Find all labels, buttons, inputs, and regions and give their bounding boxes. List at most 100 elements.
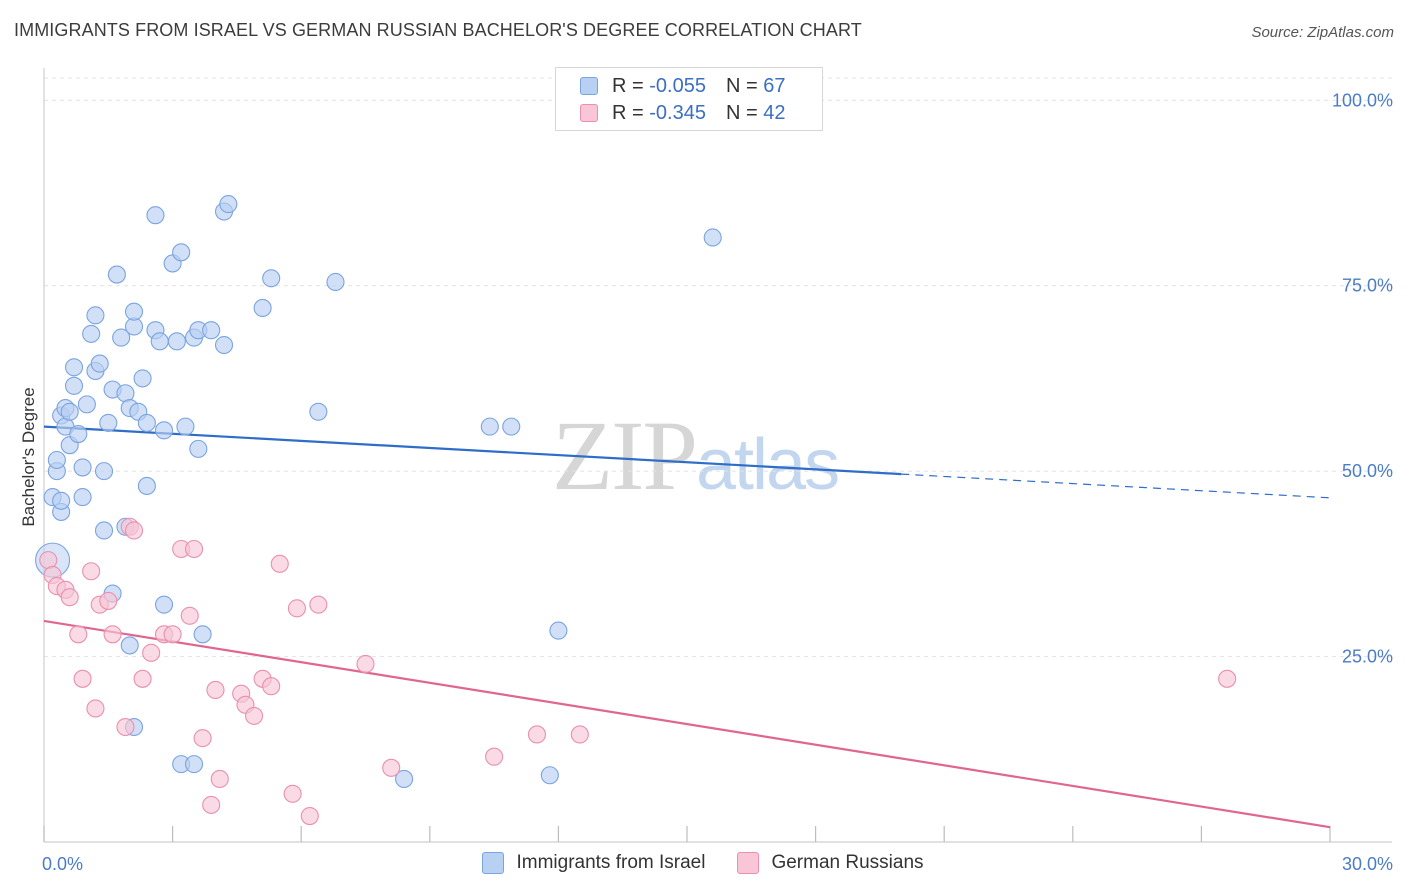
point-german	[270, 554, 289, 573]
point-israel	[154, 421, 174, 440]
point-german	[73, 669, 92, 688]
point-israel	[64, 376, 84, 395]
point-israel	[73, 488, 92, 507]
point-german	[86, 699, 105, 718]
point-german	[69, 625, 88, 644]
legend-item-israel[interactable]: Immigrants from Israel	[482, 852, 705, 874]
n-value: 67	[763, 74, 786, 97]
y-tick-label: 50.0%	[1342, 461, 1393, 481]
grid-lines	[44, 77, 1392, 658]
german-swatch	[580, 104, 598, 122]
point-israel	[90, 354, 109, 373]
point-german	[180, 606, 199, 625]
series-legend: Immigrants from Israel German Russians	[0, 852, 1406, 874]
point-german	[133, 669, 152, 688]
n-label: N =	[725, 101, 758, 124]
point-german	[300, 806, 319, 826]
point-israel	[94, 462, 114, 481]
point-israel	[146, 206, 165, 225]
point-german	[485, 747, 504, 766]
y-tick-label: 100.0%	[1332, 90, 1393, 110]
point-israel	[202, 321, 221, 340]
point-israel	[326, 272, 345, 292]
german-legend-swatch	[737, 852, 760, 874]
point-israel	[172, 243, 191, 262]
y-tick-label: 25.0%	[1342, 647, 1393, 667]
point-german	[124, 521, 144, 540]
point-israel	[502, 417, 521, 436]
point-israel	[193, 625, 212, 644]
point-israel	[703, 228, 722, 247]
point-israel	[137, 476, 156, 496]
point-german	[206, 680, 225, 699]
point-german	[1218, 669, 1237, 688]
point-israel	[86, 306, 105, 325]
x-tick-label-min: 0.0%	[42, 854, 83, 874]
point-israel	[60, 402, 79, 421]
point-german	[60, 588, 79, 607]
point-israel	[73, 458, 92, 477]
point-israel	[133, 369, 152, 388]
point-israel	[124, 302, 144, 321]
point-german	[309, 595, 328, 614]
legend-item-german[interactable]: German Russians	[737, 852, 924, 874]
chart-title: IMMIGRANTS FROM ISRAEL VS GERMAN RUSSIAN…	[14, 20, 862, 40]
point-israel	[395, 769, 414, 789]
point-israel	[69, 424, 88, 444]
point-israel	[150, 332, 169, 351]
r-value: -0.055	[649, 74, 706, 97]
x-tick-label-max: 30.0%	[1342, 854, 1393, 874]
r-value: -0.345	[649, 101, 706, 124]
point-israel	[214, 335, 234, 355]
israel-swatch	[580, 77, 598, 95]
point-israel	[189, 439, 208, 458]
point-israel	[480, 417, 499, 436]
legend-label-israel: Immigrants from Israel	[516, 852, 706, 873]
r-label: R =	[612, 74, 644, 97]
point-german	[244, 706, 264, 725]
israel-legend-swatch	[482, 852, 505, 874]
y-tick-labels: 25.0% 50.0% 75.0% 100.0%	[1332, 90, 1393, 666]
point-german	[356, 654, 375, 674]
stats-legend: R = -0.055 N = 67 R = -0.345 N = 42	[555, 67, 823, 131]
point-german	[82, 562, 101, 581]
stats-legend-row-german: R = -0.345 N = 42	[580, 101, 785, 125]
trend-line-israel-extension	[901, 473, 1331, 499]
point-german	[103, 625, 122, 644]
x-ticks	[43, 826, 1331, 842]
point-german	[184, 539, 204, 559]
point-german	[210, 769, 229, 789]
point-german	[527, 725, 547, 744]
point-german	[283, 784, 302, 803]
r-label: R =	[612, 101, 644, 124]
point-israel	[99, 413, 118, 432]
legend-label-german: German Russians	[771, 852, 924, 873]
point-german	[193, 729, 212, 748]
point-german	[142, 643, 161, 662]
y-axis-label: Bachelor's Degree	[19, 387, 38, 526]
trend-line-german	[43, 619, 1331, 829]
data-points	[35, 195, 1237, 826]
stats-legend-row-israel: R = -0.055 N = 67	[580, 74, 785, 98]
point-german	[287, 599, 306, 618]
point-german	[262, 677, 281, 696]
point-israel	[154, 595, 174, 614]
point-german	[163, 625, 182, 644]
n-label: N =	[725, 74, 758, 97]
point-israel	[219, 195, 238, 214]
point-israel	[184, 755, 204, 774]
point-israel	[52, 491, 71, 510]
point-german	[382, 758, 401, 777]
point-israel	[309, 402, 328, 421]
point-israel	[549, 621, 568, 640]
point-israel	[253, 298, 272, 317]
y-tick-label: 75.0%	[1342, 276, 1393, 296]
point-israel	[167, 332, 186, 351]
point-israel	[176, 417, 195, 436]
point-israel	[82, 324, 101, 343]
trend-line-israel	[43, 425, 902, 476]
axes	[43, 68, 1392, 843]
trend-lines	[43, 425, 1331, 829]
point-german	[99, 591, 118, 610]
